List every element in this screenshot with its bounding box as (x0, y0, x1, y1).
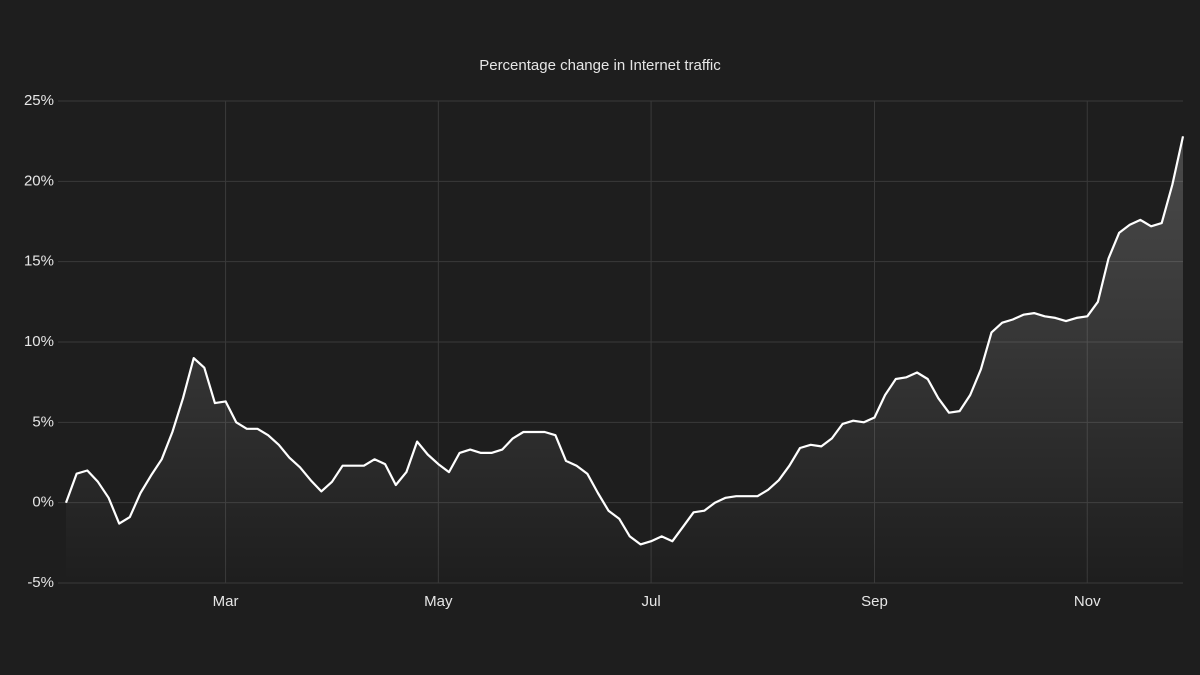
y-tick-label: 10% (24, 333, 54, 350)
y-tick-label: 0% (32, 494, 54, 511)
line (64, 136, 1185, 546)
y-tick-label: 5% (32, 413, 54, 430)
x-tick-label: Mar (213, 593, 239, 610)
chart-title: Percentage change in Internet traffic (479, 57, 721, 74)
x-tick-label: Sep (861, 593, 888, 610)
y-tick-label: 25% (24, 92, 54, 109)
area (66, 136, 1183, 584)
x-tick-label: Nov (1074, 593, 1101, 610)
x-tick-label: Jul (642, 593, 661, 610)
x-tick-label: May (424, 593, 453, 610)
y-tick-label: 20% (24, 172, 54, 189)
y-tick-label: -5% (27, 574, 54, 591)
y-tick-label: 15% (24, 253, 54, 270)
